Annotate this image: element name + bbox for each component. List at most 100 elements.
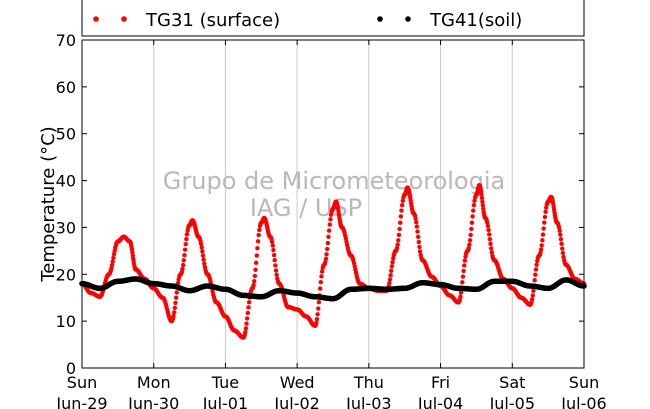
data-point [314,320,319,326]
x-tick-label-date: Jul-04 [417,394,463,409]
data-point [253,260,259,266]
x-tick-label-day: Tue [211,373,239,392]
data-point [326,228,332,233]
legend-marker [377,16,383,22]
watermark-line-2: IAG / USP [250,194,362,222]
data-point [243,326,249,331]
y-tick-label: 40 [56,172,76,191]
data-point [462,258,468,263]
data-point [469,220,475,225]
data-point [466,245,471,251]
data-point [246,300,252,305]
data-point [560,246,565,251]
data-point [542,220,547,225]
data-point [255,239,261,244]
data-point [396,238,401,243]
data-point [200,253,206,258]
data-point [558,232,563,237]
data-point [415,229,420,234]
data-point [257,227,262,233]
data-point [317,286,323,291]
data-point [273,263,278,268]
data-point [328,212,334,218]
data-point [460,274,466,279]
series-layer [79,183,587,340]
data-point [398,220,403,225]
data-point [396,232,402,238]
data-point [251,282,256,288]
x-tick-label-day: Thu [353,373,384,392]
data-point [530,293,535,298]
x-tick-label-date: Jun-29 [55,394,107,409]
data-point [558,236,564,242]
data-point [274,272,279,278]
data-point [254,253,259,258]
x-tick-label-date: Jul-02 [273,394,319,409]
x-tick-label-date: Jun-30 [127,394,179,409]
data-point [417,249,423,254]
data-point [173,300,178,306]
data-point [201,257,206,262]
data-point [319,274,324,279]
data-point [488,246,494,251]
data-point [200,249,205,254]
data-point [394,245,400,251]
data-point [173,295,179,300]
data-point [272,258,277,263]
data-point [417,244,422,250]
legend: TG31 (surface) TG41(soil) [81,0,585,37]
x-tick-label-day: Sat [499,373,525,392]
x-tick-label-day: Mon [137,373,171,392]
data-point [198,241,204,247]
data-point [172,310,177,315]
data-point [529,297,535,302]
data-point [539,243,544,248]
legend-marker [405,16,411,22]
data-point [323,256,329,261]
data-point [397,226,402,232]
x-tick-label-day: Sun [569,373,599,392]
data-point [416,239,421,245]
x-tick-label-date: Jul-03 [345,394,391,409]
data-point [389,268,394,273]
data-point [462,263,467,268]
data-point [414,224,420,229]
data-point [487,236,493,242]
data-point [460,280,465,285]
data-point [324,252,329,257]
data-point [470,214,475,219]
data-point [111,252,117,257]
data-point [182,252,187,258]
data-point [534,262,539,268]
data-point [387,277,393,282]
data-point [172,305,178,311]
x-tick-label-date: Jul-06 [560,394,606,409]
data-point [389,264,395,269]
legend-label-series-2: TG41(soil) [429,10,522,31]
x-tick-label-date: Jul-01 [202,394,248,409]
data-point [556,225,562,230]
data-point [319,269,325,274]
legend-marker [93,16,99,22]
data-point [486,227,491,233]
data-point [171,313,176,319]
data-point [542,214,548,220]
data-point [244,321,249,326]
gridlines [153,40,513,368]
data-point [180,262,186,268]
plot-frame [81,39,585,369]
data-point [467,238,473,243]
data-point [245,310,251,316]
data-point [325,240,331,246]
legend-markers-series-1 [93,16,127,22]
data-point [252,273,258,279]
legend-markers-series-2 [377,16,411,22]
data-point [174,290,179,295]
data-point [183,242,188,247]
data-point [390,259,395,265]
data-point [540,232,546,237]
y-tick-label: 20 [56,265,76,284]
data-point [533,267,539,272]
data-point [111,255,116,261]
data-point [532,277,537,283]
